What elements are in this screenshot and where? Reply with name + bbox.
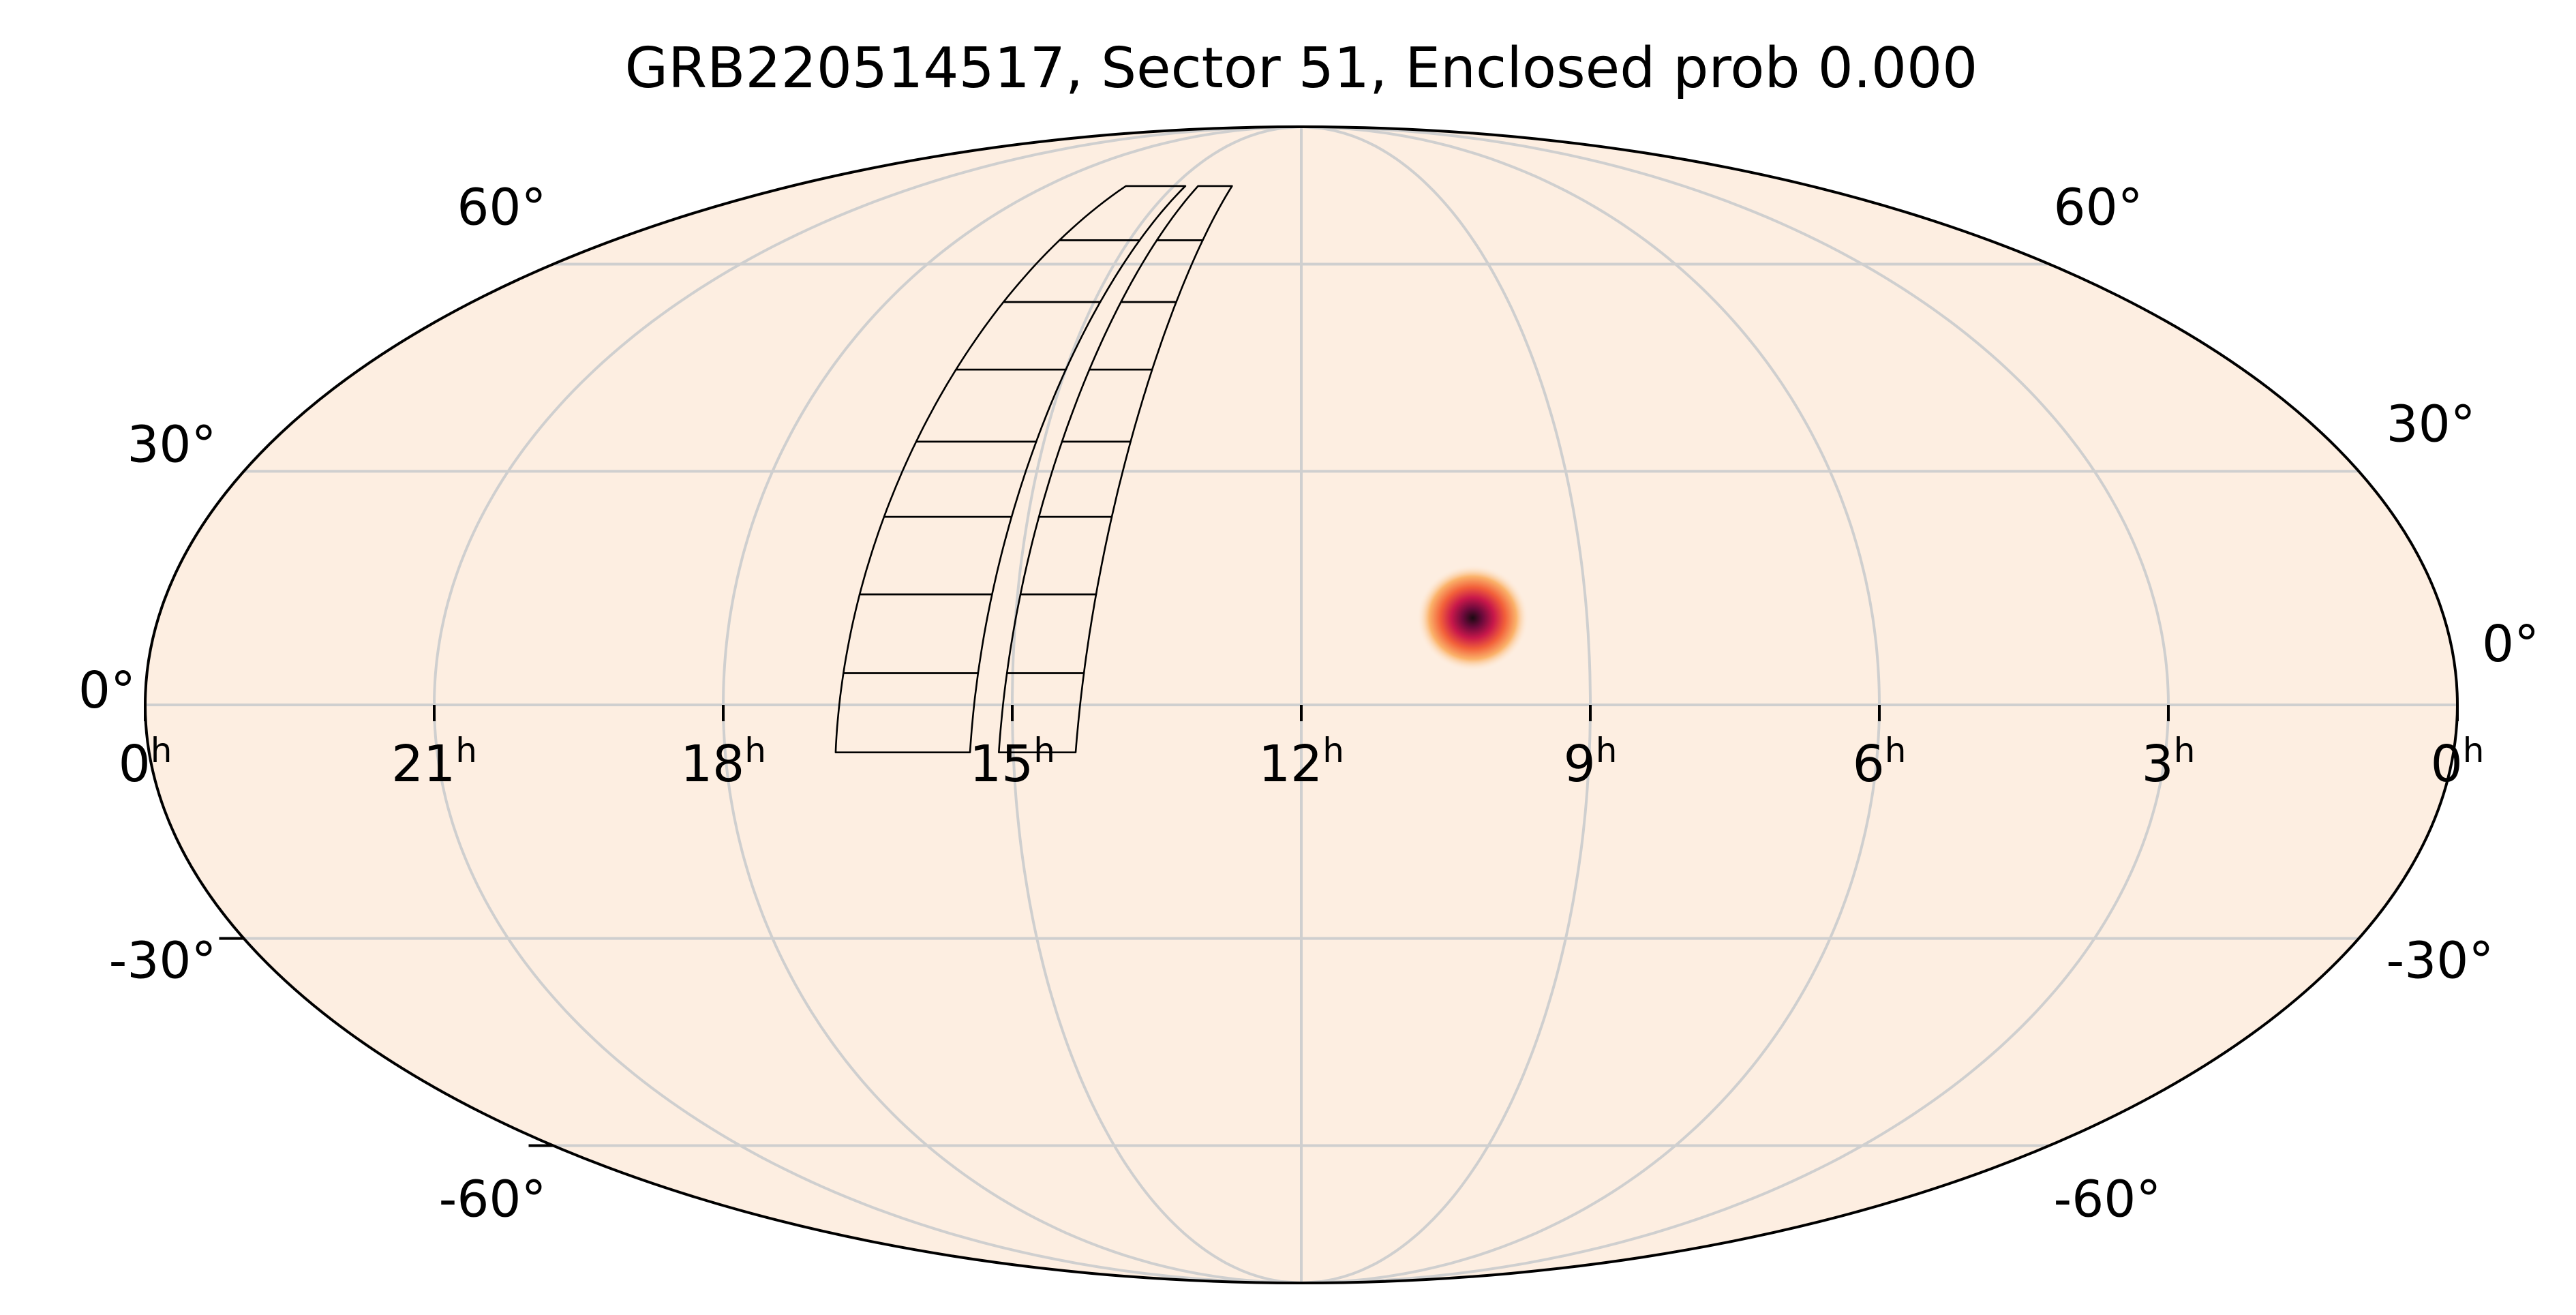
dec-label-right: -30° bbox=[2386, 932, 2494, 991]
dec-label-left: -60° bbox=[439, 1170, 547, 1229]
dec-label-right: -60° bbox=[2054, 1170, 2162, 1229]
dec-label-left: 60° bbox=[457, 179, 546, 237]
ccd-cell bbox=[1155, 185, 1233, 241]
dec-label-right: 60° bbox=[2054, 179, 2143, 237]
ra-tick-label: 9h bbox=[1564, 731, 1618, 793]
dec-label-left: 0° bbox=[78, 661, 136, 720]
axis-labels: 0h 21h 18h 15h 12h 9h 6h 3h 0h 60° 30° 0° -30° -60° 60… bbox=[78, 179, 2539, 1229]
probability-map bbox=[1416, 564, 1529, 671]
chart-title: GRB220514517, Sector 51, Enclosed prob 0… bbox=[625, 36, 1978, 101]
ra-tick-label: 3h bbox=[2142, 731, 2196, 793]
axis-ticks bbox=[144, 705, 2459, 1147]
dec-label-left: 30° bbox=[127, 415, 216, 474]
dec-label-left: -30° bbox=[109, 932, 217, 991]
dec-label-right: 30° bbox=[2386, 395, 2476, 453]
ra-tick-label: 0h bbox=[2431, 731, 2485, 793]
ra-tick-label: 18h bbox=[680, 731, 766, 793]
ra-tick-label: 0h bbox=[119, 731, 172, 793]
sector-footprint bbox=[834, 185, 1233, 753]
ra-tick-label: 12h bbox=[1258, 731, 1344, 793]
ra-tick-label: 6h bbox=[1853, 731, 1907, 793]
ra-tick-label: 21h bbox=[391, 731, 477, 793]
probability-hotspot bbox=[1416, 564, 1529, 671]
dec-label-right: 0° bbox=[2482, 615, 2539, 674]
ccd-cell bbox=[1058, 185, 1187, 241]
ra-tick-label: 15h bbox=[969, 731, 1055, 793]
